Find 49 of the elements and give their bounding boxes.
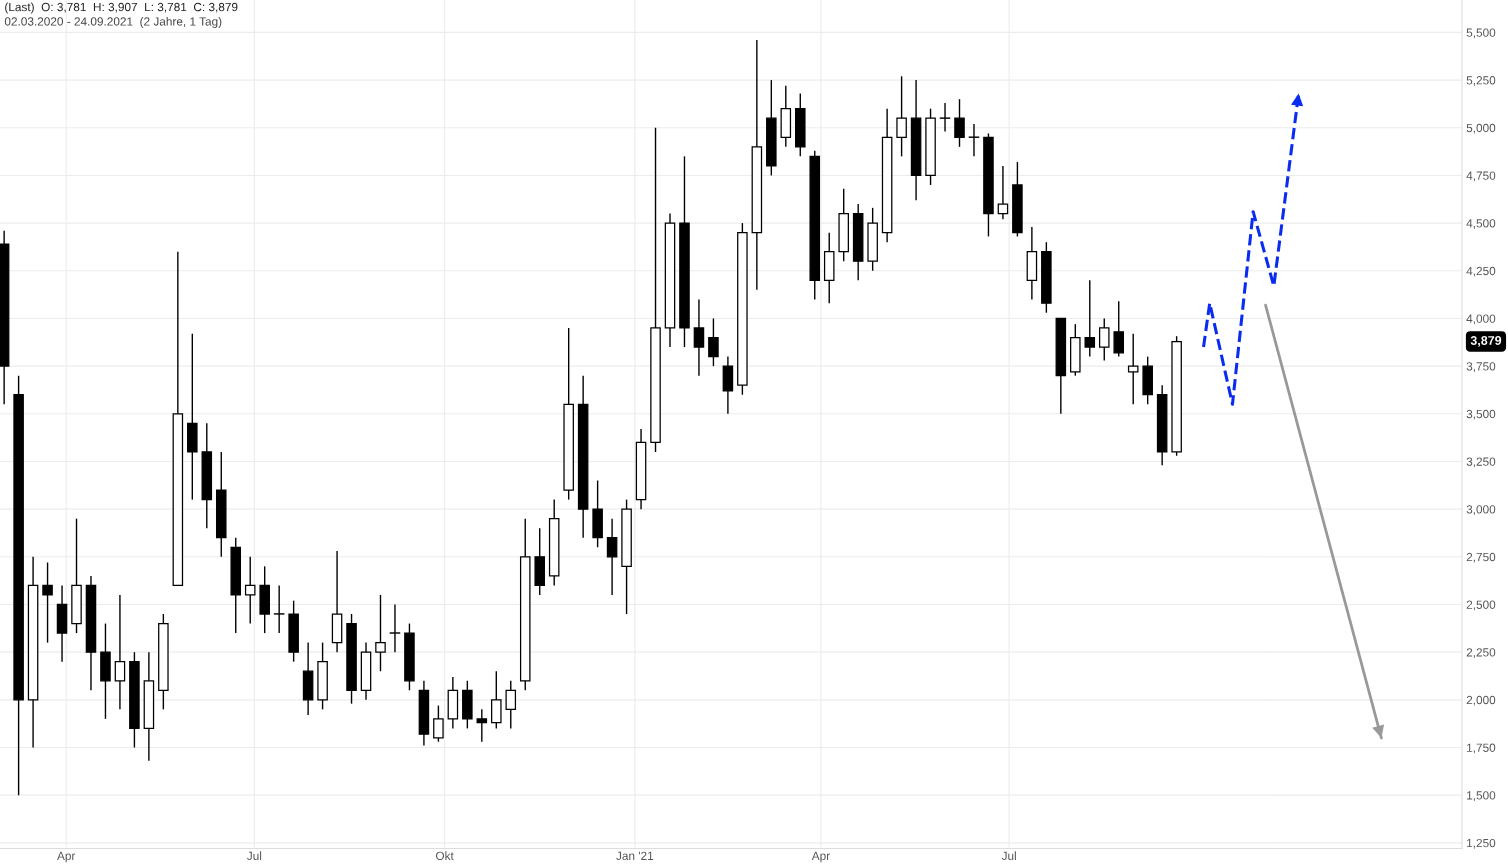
y-tick-label: 5,000 <box>1466 123 1496 134</box>
chart-title: (Last) O: 3,781 H: 3,907 L: 3,781 C: 3,879 <box>5 2 238 14</box>
candlestick <box>42 561 53 644</box>
candlestick <box>1084 279 1096 358</box>
candlestick <box>1127 333 1139 405</box>
y-tick-label: 2,500 <box>1466 600 1496 611</box>
y-tick-label: 3,500 <box>1466 409 1496 420</box>
x-tick-label: Okt <box>435 851 454 861</box>
candlestick <box>954 98 965 148</box>
x-tick-label: Jul <box>246 851 262 861</box>
y-tick-label: 4,250 <box>1466 266 1496 277</box>
candlestick <box>273 584 285 634</box>
y-tick-label: 1,250 <box>1467 838 1496 849</box>
candlestick <box>476 708 488 743</box>
candlestick <box>505 680 517 730</box>
y-tick-label: 4,500 <box>1466 219 1496 229</box>
candlestick <box>433 704 444 743</box>
x-tick-label: Apr <box>811 851 830 863</box>
candlestick <box>1098 317 1110 362</box>
candlestick <box>693 298 705 377</box>
text: 02.03.2020 - 24.09.2021 (2 Jahre, 1 Tag) <box>4 16 222 28</box>
candlestick <box>939 102 951 133</box>
y-tick-label: 2,250 <box>1466 648 1496 658</box>
x-tick-label: Jul <box>1001 851 1016 861</box>
y-tick-label: 2,750 <box>1466 552 1496 563</box>
y-tick-label: 5,500 <box>1466 28 1496 39</box>
candlestick <box>708 317 719 367</box>
candlestick <box>606 517 618 596</box>
y-tick-label: 4,750 <box>1466 171 1496 182</box>
y-tick-label: 4,000 <box>1466 314 1496 325</box>
candlestick <box>1113 300 1125 358</box>
candlestick <box>375 594 386 672</box>
candlestick <box>968 123 980 158</box>
y-tick-label: 1,500 <box>1467 791 1496 801</box>
candlestick <box>896 75 907 158</box>
candlestick <box>389 603 401 653</box>
candlestick <box>997 165 1009 220</box>
y-tick-label: 3,750 <box>1466 362 1496 372</box>
candlestick <box>491 670 502 730</box>
candlestick <box>114 594 126 711</box>
candlestick <box>244 556 256 625</box>
y-tick-label: 3,000 <box>1466 505 1496 515</box>
y-tick-label: 2,000 <box>1466 695 1496 706</box>
text: 3,879 <box>1470 336 1502 347</box>
y-tick-label: 5,250 <box>1466 76 1496 86</box>
y-tick-label: 3,250 <box>1466 457 1496 468</box>
x-tick-label: Jan '21 <box>616 851 654 861</box>
x-tick-label: Apr <box>57 851 76 863</box>
y-tick-label: 1,750 <box>1467 743 1496 754</box>
